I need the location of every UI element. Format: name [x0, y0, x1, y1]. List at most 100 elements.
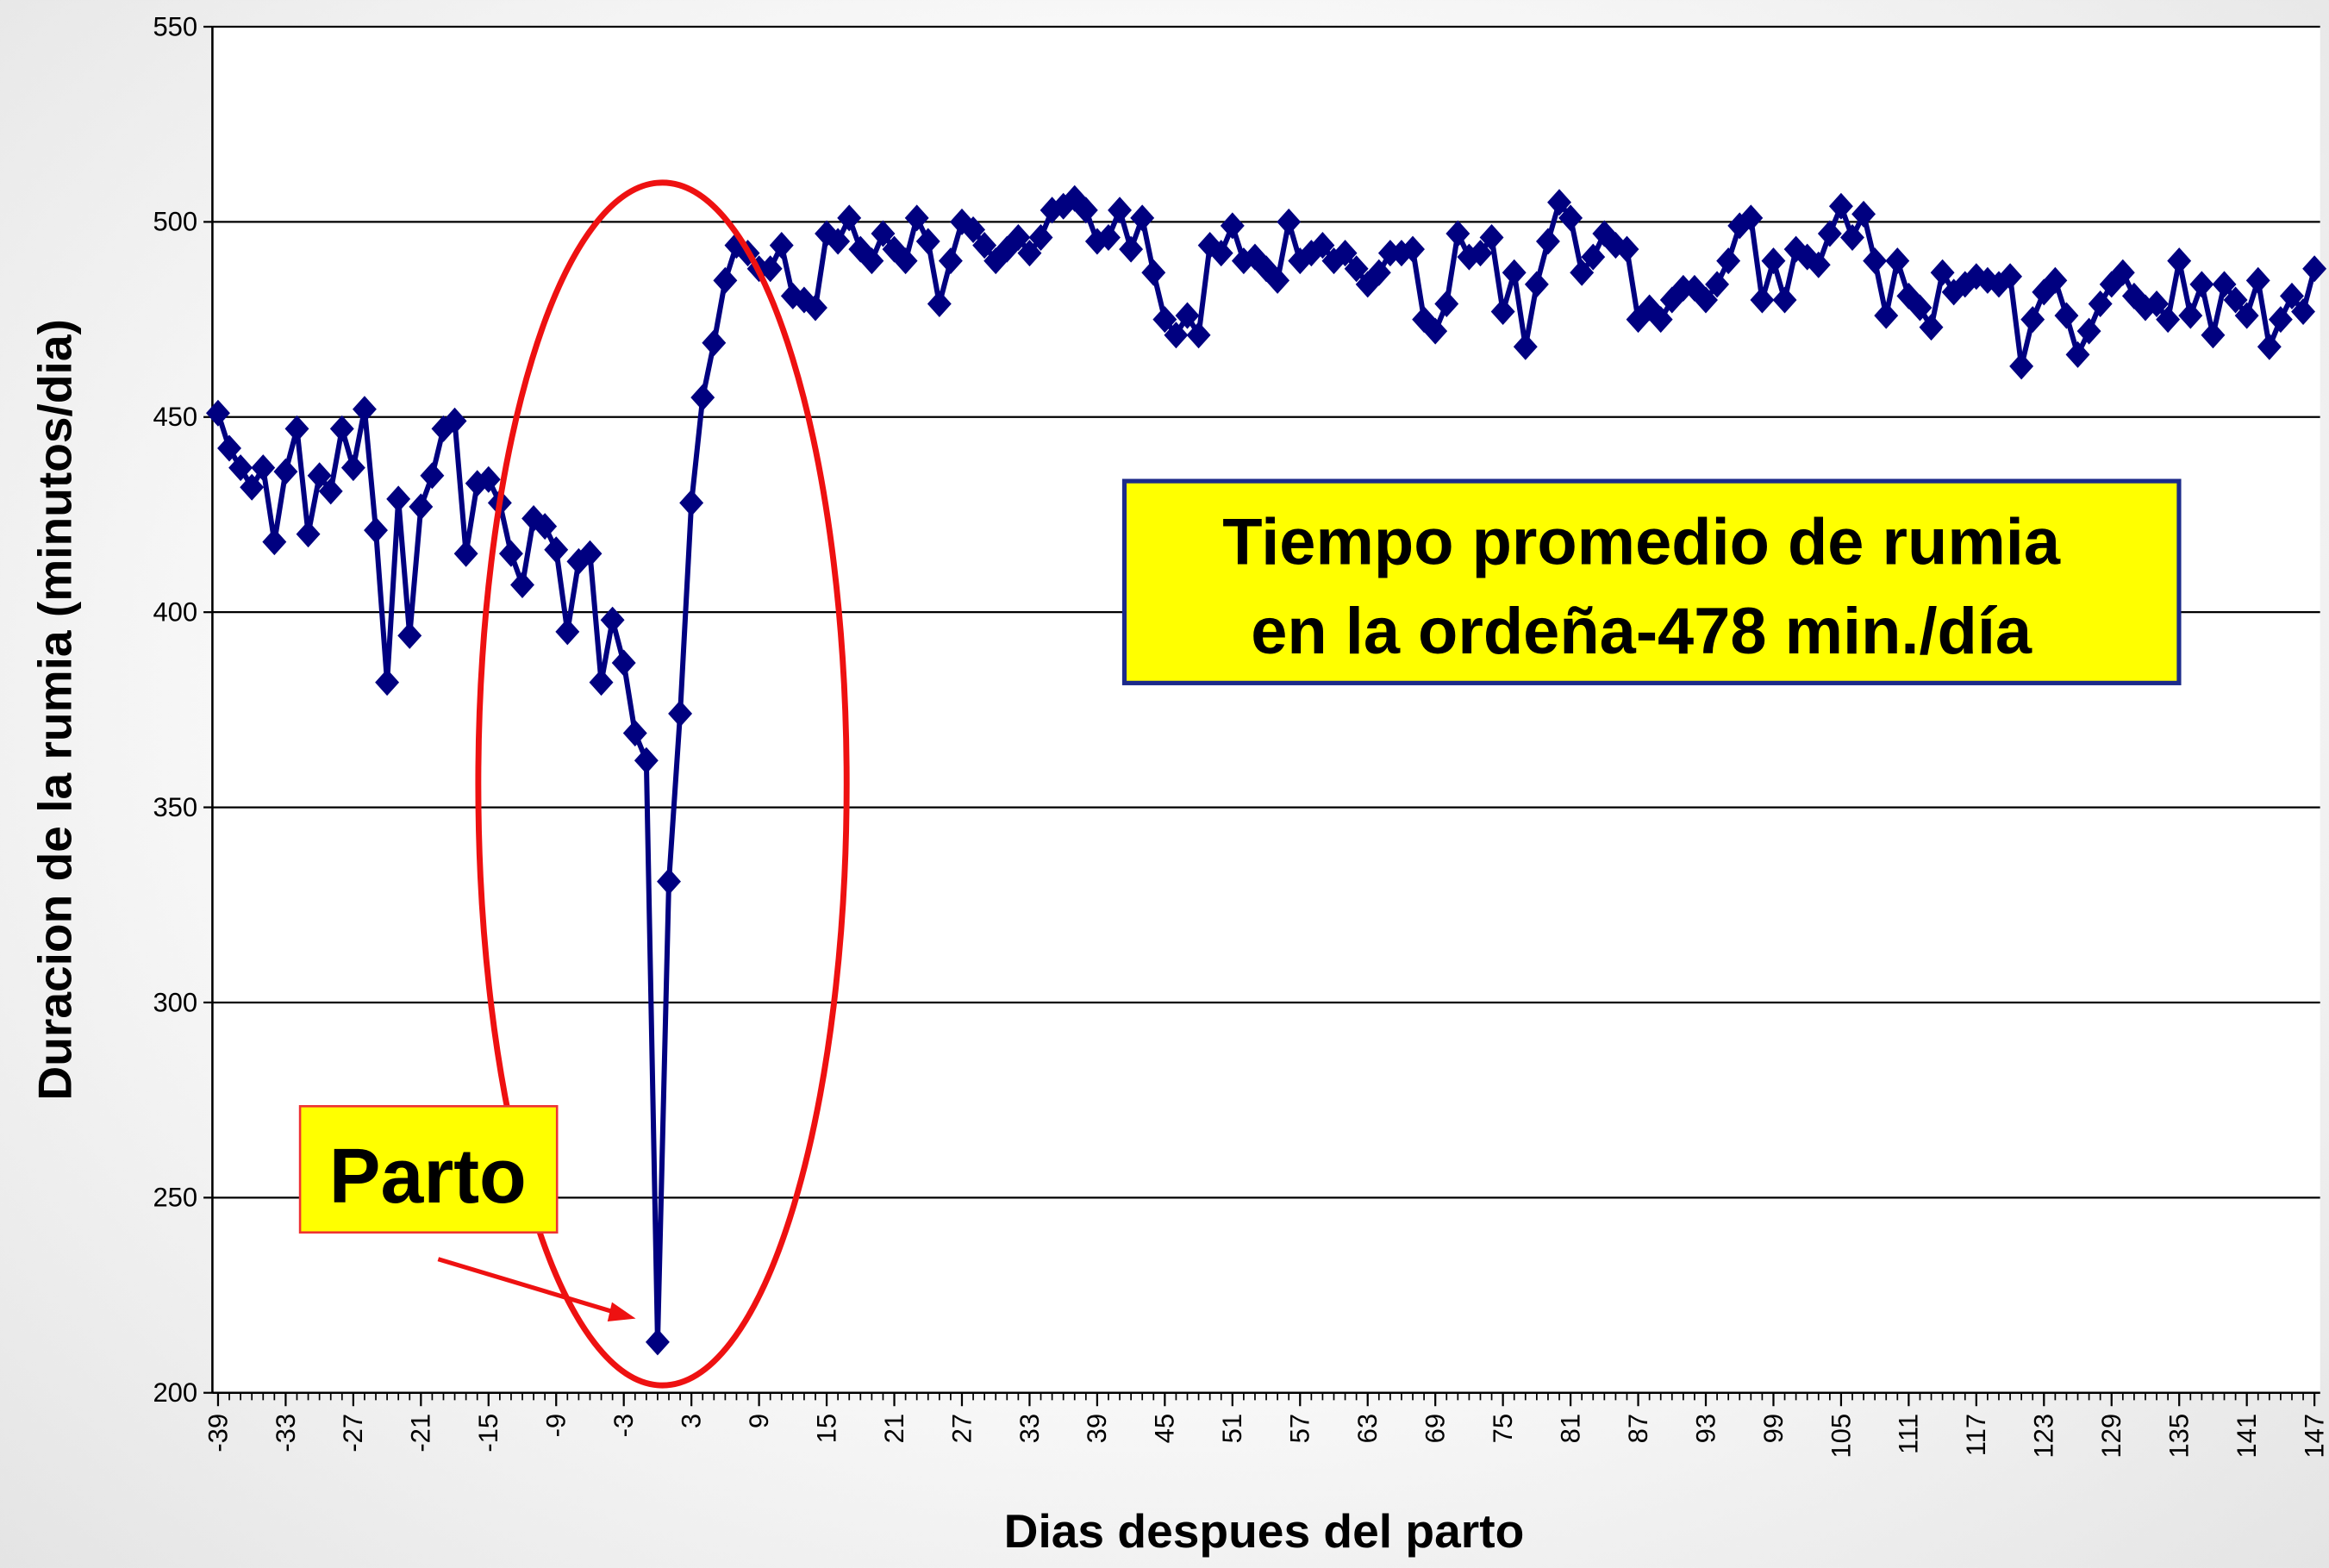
marker	[2156, 306, 2181, 334]
x-tick-label: -3	[609, 1414, 639, 1438]
marker	[961, 216, 986, 243]
y-tick-label: 500	[153, 207, 197, 237]
x-tick-label: 9	[744, 1414, 774, 1428]
annotation-text: Tiempo promedio de rumia	[1222, 506, 2061, 579]
y-tick-label: 350	[153, 792, 197, 822]
marker	[995, 235, 1020, 263]
marker	[1006, 224, 1031, 252]
marker	[915, 228, 940, 255]
x-tick-label: 135	[2164, 1414, 2195, 1459]
marker	[1479, 224, 1504, 252]
marker	[205, 399, 230, 427]
annotation-text: Parto	[329, 1133, 527, 1219]
highlight-ellipse	[475, 179, 850, 1389]
x-tick-label: 57	[1285, 1414, 1315, 1443]
marker	[1840, 224, 1864, 252]
marker	[1581, 243, 1606, 271]
marker	[2099, 271, 2124, 298]
marker	[1570, 259, 1595, 286]
marker	[1908, 294, 1933, 322]
marker	[1096, 224, 1121, 252]
marker	[2088, 290, 2113, 317]
marker	[657, 868, 681, 896]
marker	[983, 247, 1008, 275]
marker	[679, 489, 704, 516]
x-tick-label: -27	[338, 1414, 368, 1452]
y-tick-label: 250	[153, 1183, 197, 1213]
y-tick-label: 300	[153, 987, 197, 1017]
marker	[1164, 322, 1189, 349]
marker	[1896, 282, 1921, 309]
marker	[1772, 286, 1797, 314]
marker	[2076, 317, 2101, 345]
marker	[2291, 298, 2316, 326]
marker	[1558, 204, 1583, 232]
y-tick-label: 200	[153, 1377, 197, 1408]
x-tick-label: 15	[811, 1414, 841, 1443]
x-tick-label: 81	[1555, 1414, 1585, 1443]
marker	[1694, 286, 1718, 314]
x-tick-label: 21	[879, 1414, 909, 1443]
marker	[1073, 197, 1098, 224]
marker	[2009, 353, 2034, 380]
marker	[510, 571, 534, 598]
marker	[442, 407, 467, 434]
marker	[217, 434, 241, 462]
marker	[420, 462, 445, 490]
y-tick-label: 450	[153, 402, 197, 432]
marker	[2223, 286, 2248, 314]
marker	[1592, 220, 1617, 247]
marker	[758, 255, 783, 283]
marker	[1175, 302, 1200, 329]
marker	[1716, 247, 1741, 275]
marker	[1130, 204, 1155, 232]
marker	[1277, 208, 1302, 235]
marker	[1828, 192, 1853, 220]
marker	[1051, 192, 1076, 220]
marker	[2201, 322, 2226, 349]
marker	[1739, 204, 1764, 232]
x-tick-label: -21	[406, 1414, 436, 1452]
marker	[1445, 220, 1470, 247]
marker	[1750, 286, 1775, 314]
x-tick-label: 99	[1758, 1414, 1789, 1443]
marker	[2054, 302, 2079, 329]
marker	[938, 247, 963, 275]
marker	[2043, 266, 2068, 294]
marker	[2245, 266, 2270, 294]
annotation-box	[298, 1104, 559, 1234]
marker	[1186, 322, 1211, 349]
x-tick-label: -15	[473, 1414, 503, 1452]
y-tick-label: 550	[153, 11, 197, 41]
marker	[2280, 282, 2304, 309]
marker	[1885, 247, 1910, 275]
marker	[318, 478, 343, 505]
x-tick-label: 129	[2096, 1414, 2126, 1459]
marker	[927, 290, 952, 317]
marker	[476, 465, 501, 493]
marker	[871, 220, 896, 247]
x-tick-label: -33	[271, 1414, 301, 1452]
marker	[453, 540, 478, 567]
marker	[893, 247, 918, 275]
x-tick-label: 63	[1352, 1414, 1383, 1443]
marker	[2257, 333, 2282, 360]
marker	[1547, 189, 1571, 216]
marker	[791, 286, 816, 314]
marker	[702, 329, 727, 357]
marker	[296, 521, 321, 548]
marker	[1863, 247, 1888, 275]
marker	[2178, 302, 2203, 329]
x-tick-label: 141	[2232, 1414, 2262, 1459]
marker	[2167, 247, 2192, 275]
x-tick-label: 51	[1217, 1414, 1247, 1443]
marker	[1434, 290, 1459, 317]
marker	[1028, 224, 1053, 252]
marker	[544, 536, 569, 564]
marker	[1220, 212, 1245, 240]
marker	[713, 266, 738, 294]
marker	[1705, 271, 1730, 298]
plot-area	[212, 27, 2320, 1393]
